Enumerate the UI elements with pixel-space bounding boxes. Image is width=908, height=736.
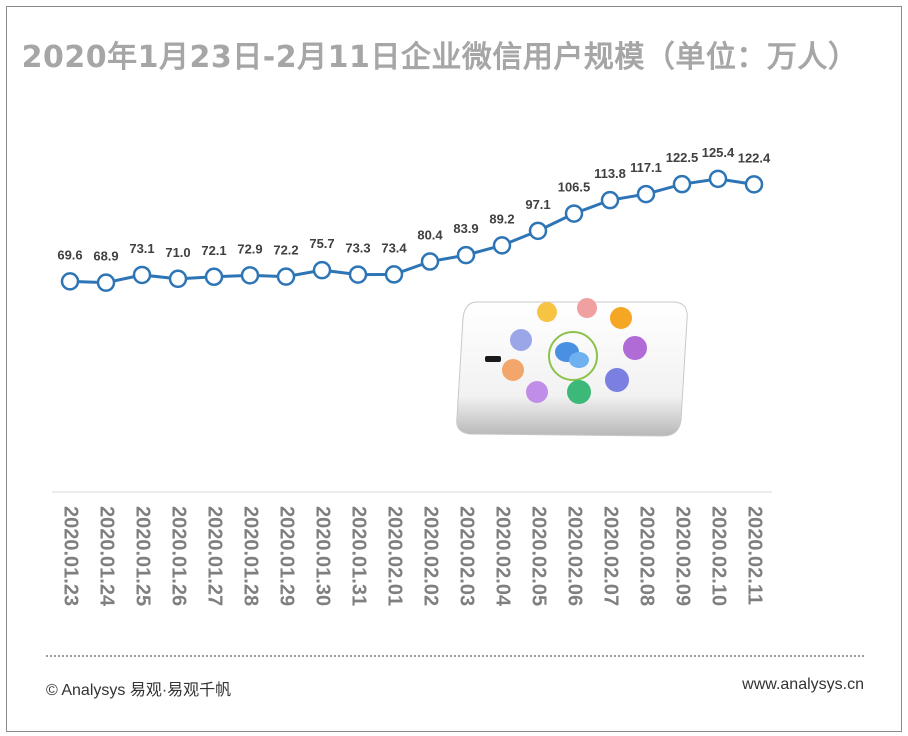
data-point (60, 272, 80, 291)
data-point (708, 169, 728, 189)
data-label: 72.9 (237, 241, 262, 256)
x-tick-label: 2020.02.08 (636, 506, 658, 606)
data-label: 89.2 (489, 211, 514, 226)
data-point (132, 265, 152, 285)
data-label: 73.3 (345, 241, 370, 256)
data-point (384, 265, 404, 284)
data-point (96, 273, 116, 292)
x-tick-label: 2020.02.09 (672, 506, 694, 606)
data-point (636, 184, 656, 204)
data-label: 97.1 (525, 197, 550, 212)
x-tick-label: 2020.02.05 (528, 506, 550, 606)
data-point (240, 266, 260, 285)
data-point (312, 260, 332, 280)
data-point (168, 269, 188, 289)
x-tick-label: 2020.02.01 (384, 506, 406, 606)
x-tick-label: 2020.02.04 (492, 506, 514, 607)
x-tick-label: 2020.01.30 (312, 506, 334, 606)
website-link[interactable]: www.analysys.cn (742, 676, 864, 693)
data-point (672, 174, 692, 194)
chart-frame (6, 6, 902, 732)
data-label: 73.4 (381, 240, 407, 255)
app-icons (485, 298, 647, 404)
x-tick-label: 2020.02.11 (744, 506, 766, 605)
data-point (744, 175, 764, 194)
data-point (204, 267, 224, 287)
data-label: 68.9 (93, 249, 118, 264)
x-tick-label: 2020.01.24 (96, 506, 118, 607)
series-group: 69.6 68.9 73.1 71.0 72.1 72.9 72.2 75.7 73.3 73.4… (57, 145, 771, 292)
x-tick-label: 2020.02.10 (708, 506, 730, 606)
x-tick-label: 2020.01.31 (348, 506, 370, 606)
x-tick-labels: 2020.01.23 2020.01.24 2020.01.25 2020.01.26… (60, 506, 766, 607)
data-point (456, 245, 476, 265)
data-point (528, 221, 548, 241)
data-point (564, 204, 584, 223)
data-label: 69.6 (57, 247, 82, 262)
data-label: 75.7 (309, 236, 334, 251)
data-label: 122.4 (738, 150, 771, 165)
data-label: 80.4 (417, 228, 443, 243)
x-tick-label: 2020.01.29 (276, 506, 298, 606)
data-label: 113.8 (594, 166, 626, 181)
data-label: 122.5 (666, 150, 699, 165)
data-point (420, 252, 440, 271)
data-label: 117.1 (630, 160, 662, 175)
data-point (600, 190, 620, 210)
x-tick-label: 2020.01.25 (132, 506, 154, 606)
footer-divider (46, 655, 864, 657)
data-point (348, 265, 368, 284)
data-point (276, 267, 296, 286)
copyright-text: © Analysys 易观·易观千帆 (46, 682, 232, 699)
data-point (492, 236, 512, 255)
data-label: 71.0 (165, 245, 190, 260)
data-label: 72.1 (201, 243, 226, 258)
x-tick-label: 2020.02.06 (564, 506, 586, 606)
x-tick-label: 2020.01.27 (204, 506, 226, 606)
data-label: 125.4 (702, 145, 735, 160)
x-tick-label: 2020.02.02 (420, 506, 442, 606)
x-tick-label: 2020.01.23 (60, 506, 82, 606)
data-label: 106.5 (558, 180, 591, 195)
chart-title: 2020年1月23日-2月11日企业微信用户规模（单位：万人） (21, 40, 859, 75)
data-label: 73.1 (129, 241, 154, 256)
x-tick-label: 2020.01.26 (168, 506, 190, 606)
data-label: 72.2 (273, 243, 298, 258)
phone-app-illustration (456, 298, 688, 437)
x-tick-label: 2020.01.28 (240, 506, 262, 606)
data-label: 83.9 (453, 221, 478, 236)
x-tick-label: 2020.02.07 (600, 506, 622, 606)
phone-body (456, 301, 688, 437)
x-tick-label: 2020.02.03 (456, 506, 478, 606)
